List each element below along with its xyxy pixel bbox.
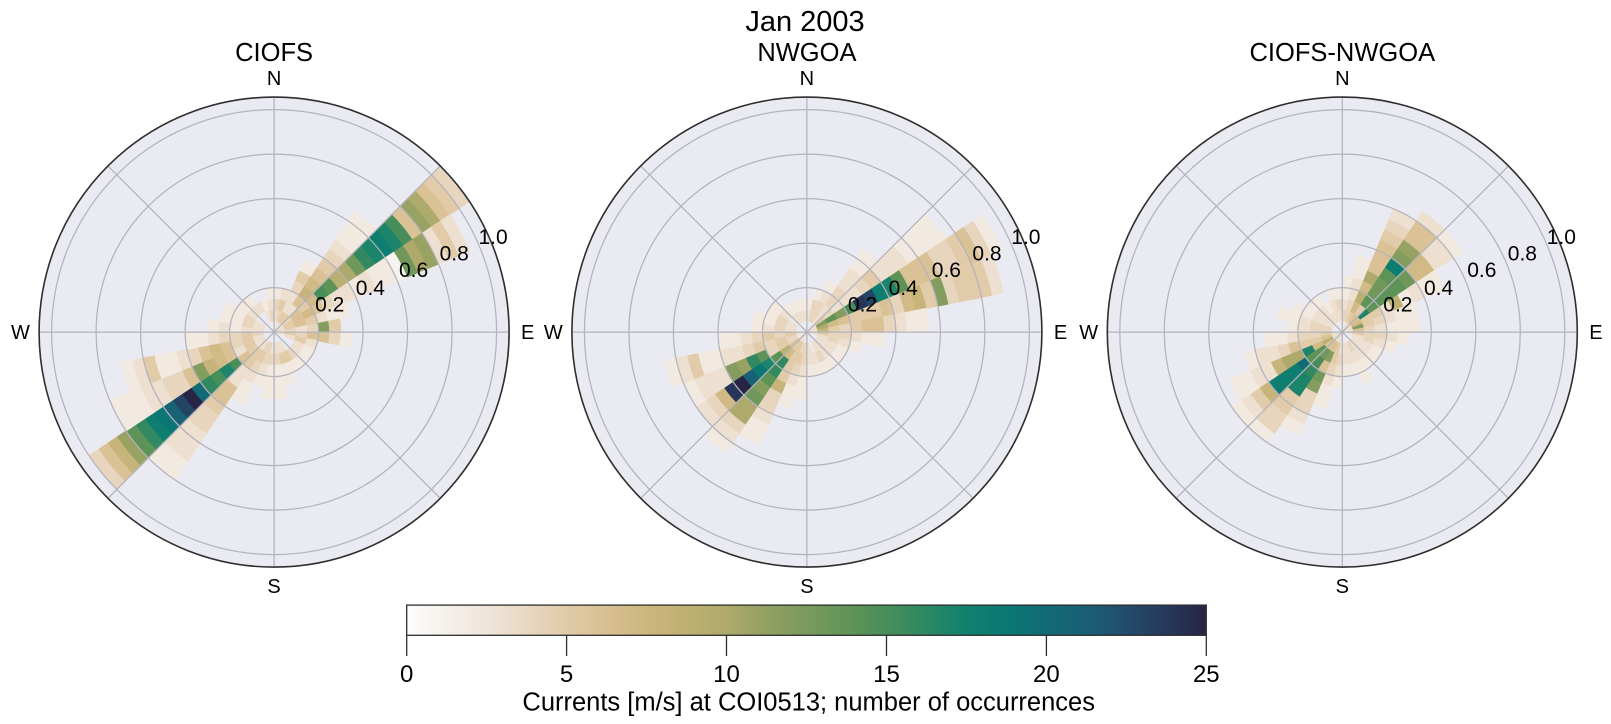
svg-text:S: S [267,576,280,598]
svg-text:1.0: 1.0 [478,226,507,249]
svg-text:0.4: 0.4 [889,277,919,300]
svg-text:Currents [m/s] at COI0513; num: Currents [m/s] at COI0513; number of occ… [522,689,1095,717]
svg-text:15: 15 [873,661,900,688]
svg-text:10: 10 [713,661,740,688]
svg-text:0.8: 0.8 [972,242,1001,265]
svg-text:0.8: 0.8 [440,242,469,265]
svg-text:1.0: 1.0 [1547,226,1576,249]
svg-text:5: 5 [560,661,573,688]
svg-text:0.2: 0.2 [848,294,877,317]
svg-text:N: N [267,68,281,90]
svg-text:25: 25 [1193,661,1220,688]
svg-text:E: E [521,322,534,344]
svg-text:Jan 2003: Jan 2003 [745,6,864,38]
svg-text:E: E [1589,322,1602,344]
svg-text:CIOFS: CIOFS [235,39,313,67]
svg-text:W: W [1079,322,1098,344]
svg-text:0.2: 0.2 [315,294,344,317]
svg-text:N: N [800,68,814,90]
svg-text:NWGOA: NWGOA [757,39,856,67]
svg-text:0.6: 0.6 [1467,259,1496,282]
svg-text:0.6: 0.6 [932,259,961,282]
svg-text:W: W [544,322,563,344]
svg-text:0.6: 0.6 [399,259,428,282]
svg-text:0.8: 0.8 [1508,242,1537,265]
svg-text:N: N [1335,68,1349,90]
svg-text:0.4: 0.4 [356,277,386,300]
svg-text:CIOFS-NWGOA: CIOFS-NWGOA [1250,39,1436,67]
svg-text:20: 20 [1033,661,1060,688]
svg-text:0.2: 0.2 [1383,294,1412,317]
svg-text:0: 0 [400,661,413,688]
svg-text:S: S [1336,576,1349,598]
svg-text:1.0: 1.0 [1011,226,1040,249]
svg-text:E: E [1054,322,1067,344]
svg-text:S: S [800,576,813,598]
svg-text:0.4: 0.4 [1424,277,1454,300]
svg-text:W: W [11,322,30,344]
